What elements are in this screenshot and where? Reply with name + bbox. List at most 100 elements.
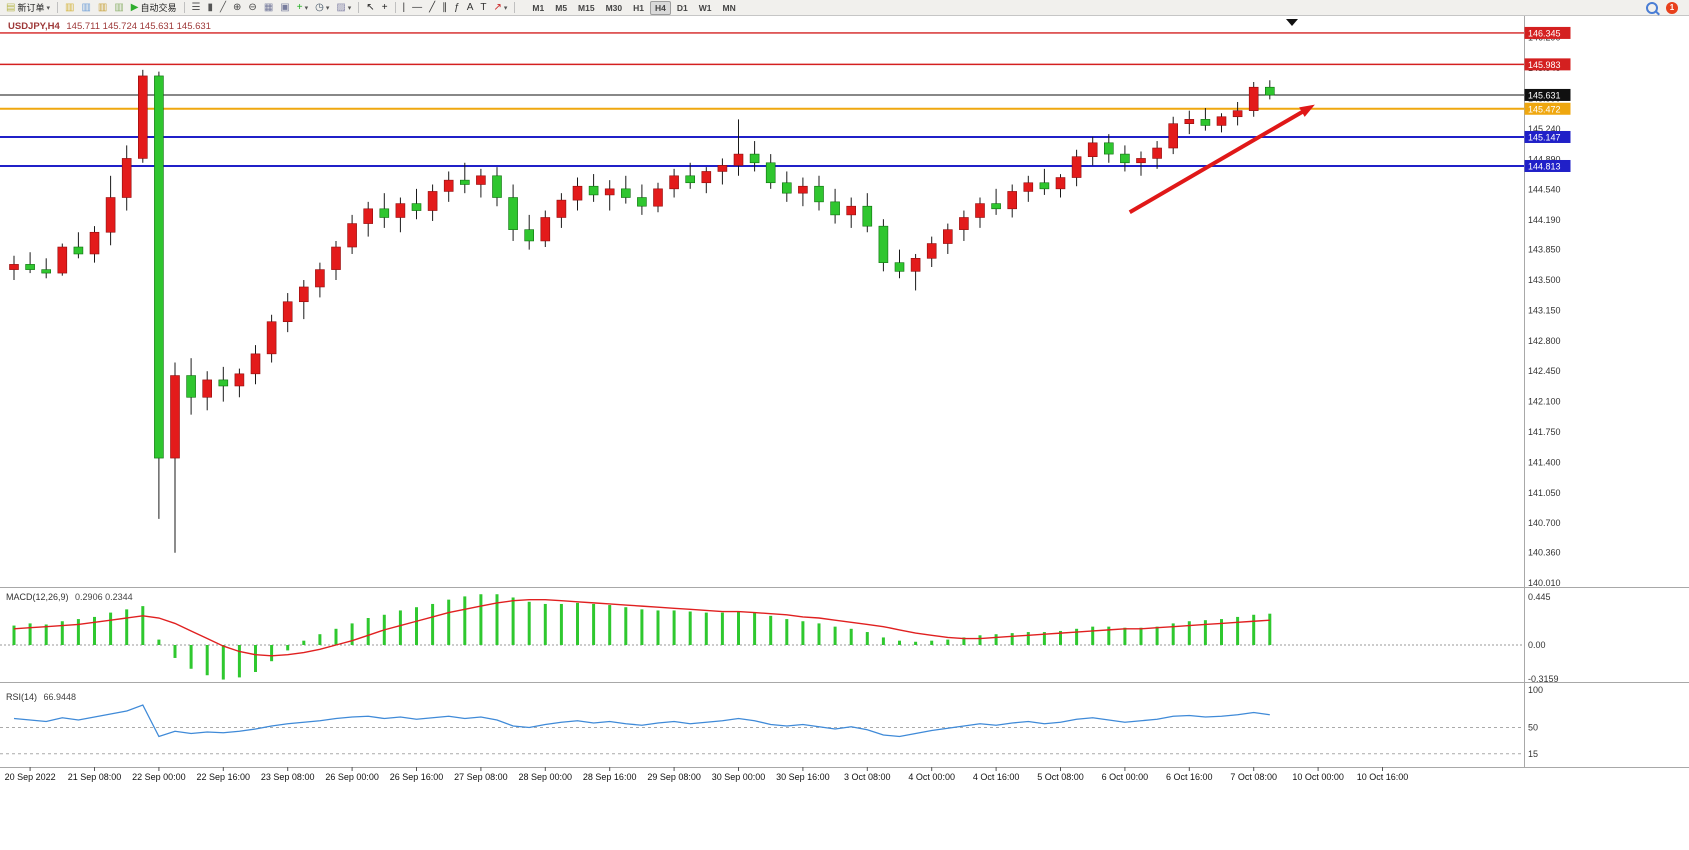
- text-label-button[interactable]: T: [477, 1, 489, 15]
- candle-body: [395, 203, 406, 218]
- macd-axis-label: 0.00: [1528, 640, 1546, 650]
- price-tick-label: 144.890: [1528, 154, 1561, 164]
- zoom-out-button[interactable]: ⊖: [245, 1, 259, 15]
- candle-body: [765, 162, 776, 184]
- price-tick-label: 141.400: [1528, 457, 1561, 467]
- crosshair-icon: +: [381, 2, 388, 13]
- toolbar: ▤ 新订单 ▾ ▥ ▥ ▥ ▥ ▶ 自动交易 ☰ ▮ ╱ ⊕ ⊖ ▦ ▣ + ▾ ◷ ▾ ▨ ▾ ↖ + | — ╱ ∥ ƒ A T ↗ ▾ M…: [0, 0, 1689, 16]
- time-tick-label: 26 Sep 16:00: [390, 772, 444, 782]
- line-chart-icon: ╱: [220, 2, 227, 13]
- macd-indicator-label: MACD(12,26,9) 0.2906 0.2344: [6, 592, 133, 602]
- price-level-badge: [1524, 130, 1571, 143]
- candle-body: [1007, 191, 1018, 210]
- zoom-in-button[interactable]: ⊕: [230, 1, 244, 15]
- timeframe-d1-button[interactable]: D1: [676, 2, 688, 13]
- time-tick-label: 7 Oct 08:00: [1230, 772, 1277, 782]
- bar-chart-icon: ☰: [191, 2, 201, 13]
- candle-body: [814, 185, 824, 203]
- time-tick-label: 4 Oct 00:00: [908, 772, 955, 782]
- add-indicator-icon: +: [296, 2, 303, 13]
- templates-button[interactable]: ▨ ▾: [333, 1, 354, 15]
- time-tick-label: 23 Sep 08:00: [261, 772, 315, 782]
- caret-down-icon: ▾: [325, 4, 330, 12]
- market-watch-button[interactable]: ▥: [62, 1, 77, 15]
- candle-body: [669, 175, 679, 190]
- navigator-button[interactable]: ▥: [95, 1, 110, 15]
- rsi-value: 66.9448: [43, 692, 77, 702]
- autotrading-button[interactable]: ▶ 自动交易: [128, 1, 180, 15]
- horizontal-line-button[interactable]: —: [409, 1, 425, 15]
- indicators-button[interactable]: + ▾: [294, 1, 311, 15]
- price-level-badge-text: 146.345: [1528, 28, 1561, 38]
- candle-body: [234, 373, 245, 387]
- candle-body: [1136, 158, 1146, 164]
- rsi-line: [13, 704, 1270, 738]
- candle-body: [781, 182, 792, 194]
- candle-body: [749, 153, 760, 164]
- timeframe-h4-button[interactable]: H4: [650, 0, 671, 15]
- candle-body: [138, 75, 148, 159]
- price-level-badge: [1524, 159, 1571, 172]
- candle-body: [105, 197, 116, 233]
- symbol-period-label: USDJPY,H4: [8, 21, 60, 32]
- bar-chart-button[interactable]: ☰: [189, 1, 204, 15]
- time-tick-label: 6 Oct 00:00: [1102, 772, 1149, 782]
- terminal-button[interactable]: ▥: [111, 1, 126, 15]
- timeframe-mn-button[interactable]: MN: [722, 2, 736, 13]
- rsi-name: RSI(14): [6, 692, 38, 702]
- chart-background: [0, 16, 1689, 850]
- notification-badge[interactable]: 1: [1666, 1, 1678, 14]
- candlestick-chart-icon: ▮: [207, 2, 213, 13]
- arrows-button[interactable]: ↗ ▾: [491, 1, 511, 15]
- search-icon[interactable]: [1646, 1, 1658, 14]
- rsi-pane: 100 50 15: [0, 685, 1543, 759]
- time-axis[interactable]: 20 Sep 2022 21 Sep 08:00 22 Sep 00:00 22 Se…: [5, 767, 1409, 782]
- arrow-tool-icon: ↗: [493, 2, 502, 13]
- timeframe-w1-button[interactable]: W1: [698, 2, 712, 13]
- vertical-line-button[interactable]: |: [400, 1, 409, 15]
- timeframe-m1-button[interactable]: M1: [532, 2, 545, 13]
- candle-chart-button[interactable]: ▮: [204, 1, 216, 15]
- toolbar-separator: [394, 2, 396, 13]
- price-axis[interactable]: 146.290145.940145.590145.240144.890144.5…: [1524, 26, 1571, 588]
- line-chart-button[interactable]: ╱: [217, 1, 229, 15]
- cursor-button[interactable]: ↖: [363, 1, 377, 15]
- candle-body: [1055, 177, 1066, 190]
- toolbar-separator: [183, 2, 185, 13]
- time-tick-label: 10 Oct 00:00: [1292, 772, 1344, 782]
- timeframe-m15-button[interactable]: M15: [578, 2, 595, 13]
- timeframe-m30-button[interactable]: M30: [605, 2, 623, 13]
- fibonacci-button[interactable]: ƒ: [451, 1, 463, 15]
- new-order-button[interactable]: ▤ 新订单 ▾: [3, 1, 53, 15]
- price-tick-label: 140.360: [1528, 548, 1561, 558]
- fibonacci-icon: ƒ: [454, 2, 460, 13]
- candle-body: [41, 269, 52, 274]
- text-button[interactable]: A: [464, 1, 477, 15]
- candle-body: [476, 175, 486, 185]
- trend-arrow-line[interactable]: [1128, 107, 1308, 215]
- data-window-button[interactable]: ▥: [78, 1, 93, 15]
- tile-windows-button[interactable]: ▦: [261, 1, 276, 15]
- chart-window[interactable]: 146.290145.940145.590145.240144.890144.5…: [0, 16, 1689, 850]
- candle-body: [1168, 123, 1178, 149]
- crosshair-button[interactable]: +: [379, 1, 391, 15]
- candle-body: [910, 258, 921, 272]
- channel-button[interactable]: ∥: [439, 1, 450, 15]
- candle-body: [331, 246, 341, 270]
- price-marker-icon[interactable]: [1286, 19, 1298, 26]
- auto-arrange-button[interactable]: ▣: [277, 1, 292, 15]
- toolbar-separator: [358, 2, 360, 13]
- candle-body: [154, 75, 164, 459]
- trend-arrow[interactable]: [1128, 104, 1315, 215]
- time-tick-label: 27 Sep 08:00: [454, 772, 508, 782]
- candle-body: [653, 188, 663, 207]
- timeframe-h1-button[interactable]: H1: [633, 2, 645, 13]
- timeframe-m5-button[interactable]: M5: [555, 2, 568, 13]
- chart-canvas[interactable]: 146.290145.940145.590145.240144.890144.5…: [0, 16, 1689, 850]
- price-level-badge-text: 144.813: [1528, 161, 1561, 171]
- price-level-badge-text: 145.983: [1528, 60, 1561, 70]
- candle-body: [57, 246, 68, 274]
- candle-body: [298, 286, 309, 303]
- trendline-button[interactable]: ╱: [426, 1, 438, 15]
- periods-button[interactable]: ◷ ▾: [312, 1, 332, 15]
